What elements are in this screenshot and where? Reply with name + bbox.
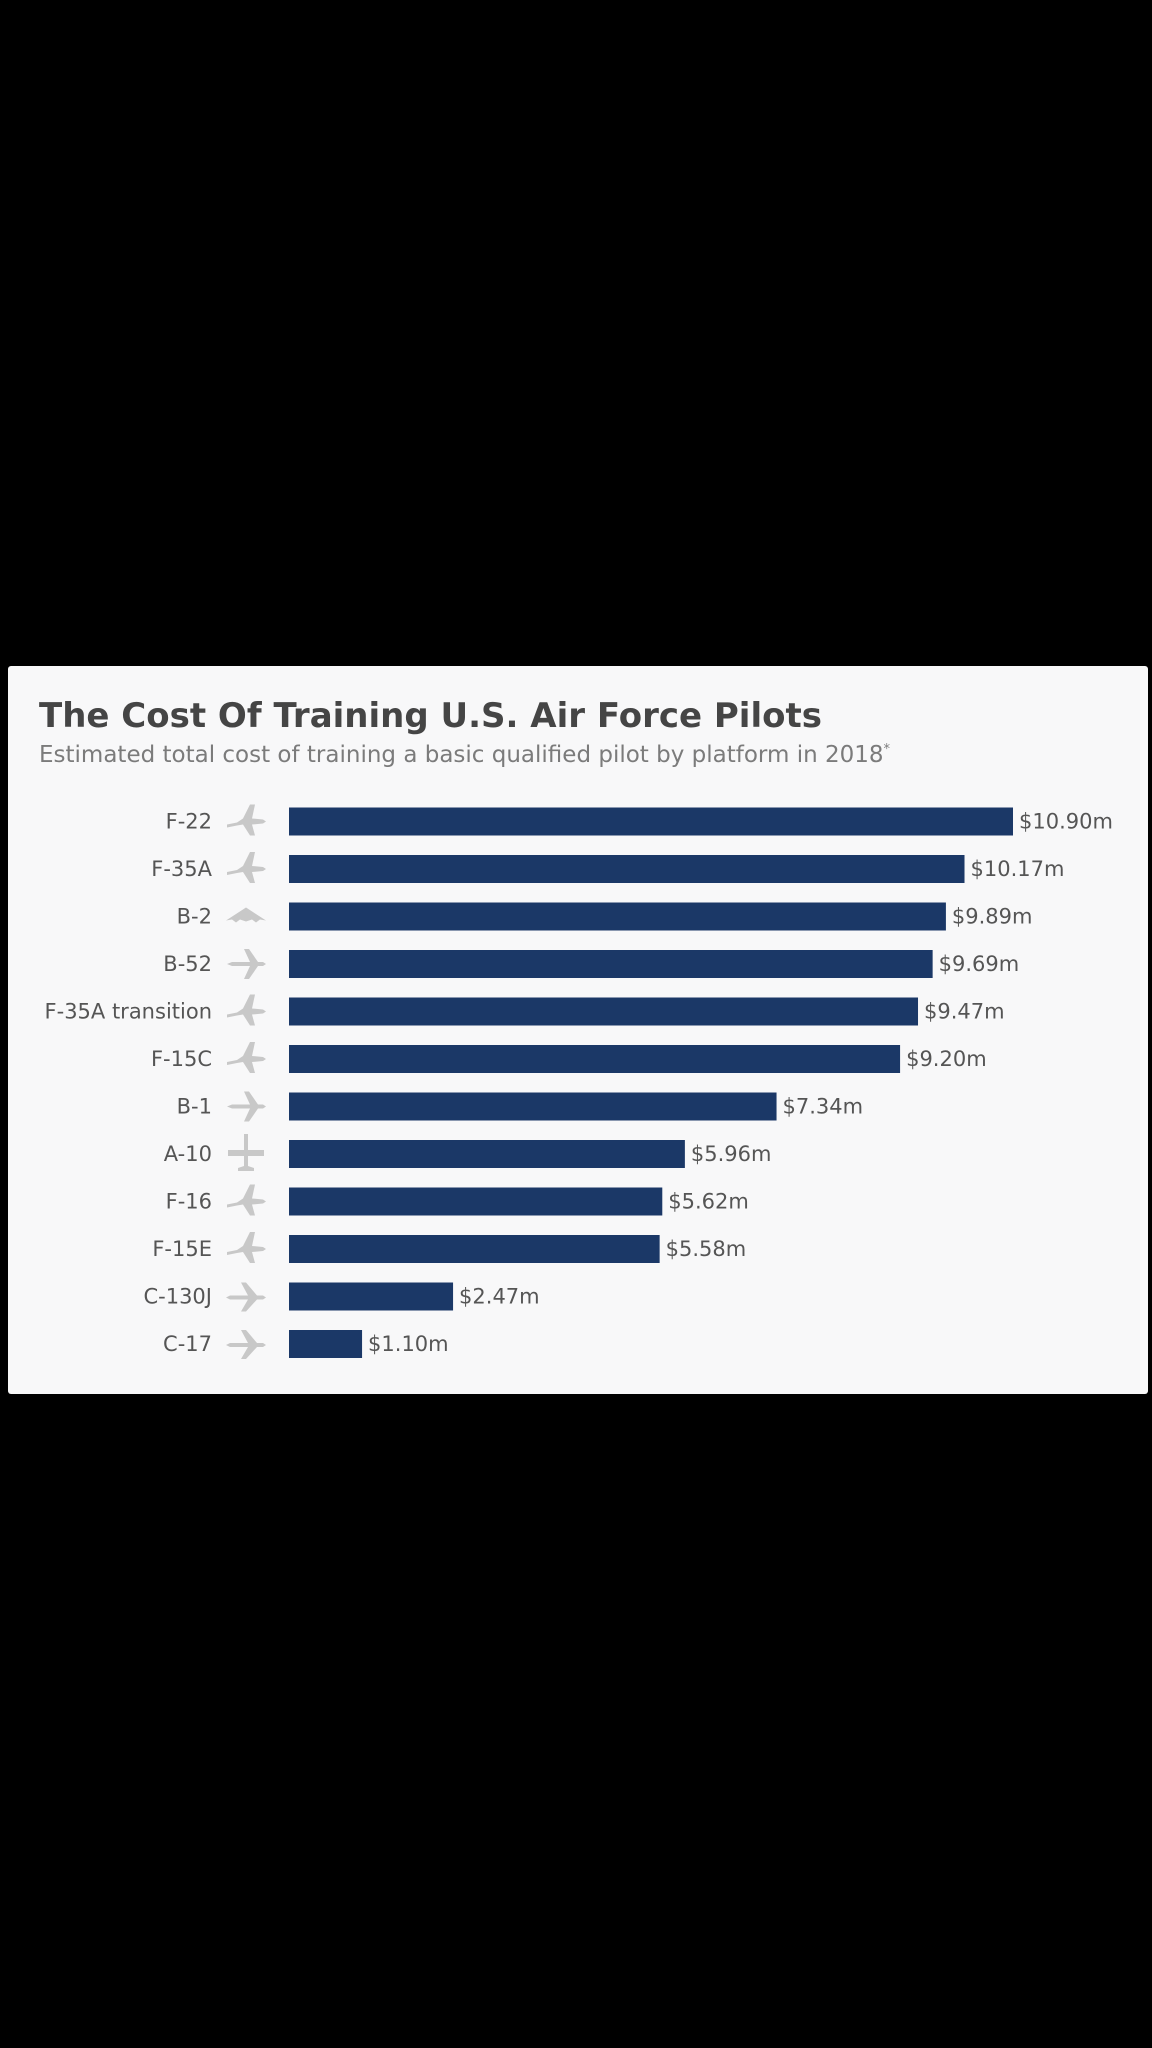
data-label: $5.62m bbox=[668, 1190, 749, 1214]
category-label: B-1 bbox=[177, 1095, 212, 1119]
fighter-jet-icon bbox=[227, 852, 266, 883]
category-label: F-16 bbox=[166, 1190, 212, 1214]
bar bbox=[289, 950, 933, 978]
data-label: $5.96m bbox=[691, 1142, 772, 1166]
bar bbox=[289, 1092, 777, 1121]
bar bbox=[289, 1187, 663, 1216]
footnote-marker: * bbox=[883, 742, 891, 757]
data-label: $7.34m bbox=[783, 1095, 864, 1119]
bar bbox=[289, 1140, 685, 1168]
transport-aircraft-icon bbox=[226, 1282, 266, 1312]
fighter-jet-icon bbox=[227, 994, 266, 1026]
category-label: B-2 bbox=[177, 905, 212, 929]
bar bbox=[289, 997, 919, 1026]
data-label: $5.58m bbox=[666, 1237, 747, 1261]
transport-aircraft-icon bbox=[226, 1330, 266, 1359]
category-label: F-35A bbox=[151, 857, 212, 881]
data-label: $1.10m bbox=[368, 1332, 449, 1356]
data-label: $9.47m bbox=[924, 1000, 1005, 1024]
category-label: C-130J bbox=[143, 1285, 212, 1309]
fighter-jet-icon bbox=[227, 804, 266, 836]
bar bbox=[289, 902, 946, 931]
bar bbox=[289, 855, 965, 883]
chart-card: The Cost Of Training U.S. Air Force Pilo… bbox=[8, 666, 1148, 1394]
category-label: B-52 bbox=[163, 952, 212, 976]
stealth-bomber-icon bbox=[226, 907, 266, 923]
fighter-jet-icon bbox=[227, 1232, 266, 1263]
data-label: $9.69m bbox=[939, 952, 1020, 976]
chart-title: The Cost Of Training U.S. Air Force Pilo… bbox=[39, 696, 822, 736]
chart-subtitle-text: Estimated total cost of training a basic… bbox=[39, 742, 884, 768]
category-label: C-17 bbox=[163, 1332, 212, 1356]
bomber-icon bbox=[227, 1091, 266, 1122]
fighter-jet-icon bbox=[227, 1184, 266, 1216]
attack-aircraft-icon bbox=[228, 1134, 264, 1171]
bomber-icon bbox=[227, 949, 266, 979]
bar bbox=[289, 1330, 363, 1358]
category-label: F-35A transition bbox=[45, 1000, 212, 1024]
bar-chart: F-22 $10.90m F-35A $10.17m B-2 $9.89m B-52 $9.6… bbox=[45, 804, 1113, 1359]
category-label: F-22 bbox=[166, 810, 212, 834]
category-label: F-15C bbox=[151, 1047, 212, 1071]
category-label: F-15E bbox=[152, 1237, 212, 1261]
data-label: $10.90m bbox=[1019, 810, 1113, 834]
fighter-jet-icon bbox=[227, 1042, 266, 1073]
data-label: $10.17m bbox=[971, 857, 1065, 881]
category-label: A-10 bbox=[164, 1142, 212, 1166]
data-label: $9.20m bbox=[906, 1047, 987, 1071]
chart-subtitle: Estimated total cost of training a basic… bbox=[39, 742, 890, 768]
bar bbox=[289, 1235, 660, 1263]
bar bbox=[289, 807, 1013, 836]
data-label: $2.47m bbox=[459, 1285, 540, 1309]
bar bbox=[289, 1045, 901, 1073]
bar bbox=[289, 1282, 454, 1311]
data-label: $9.89m bbox=[952, 905, 1033, 929]
